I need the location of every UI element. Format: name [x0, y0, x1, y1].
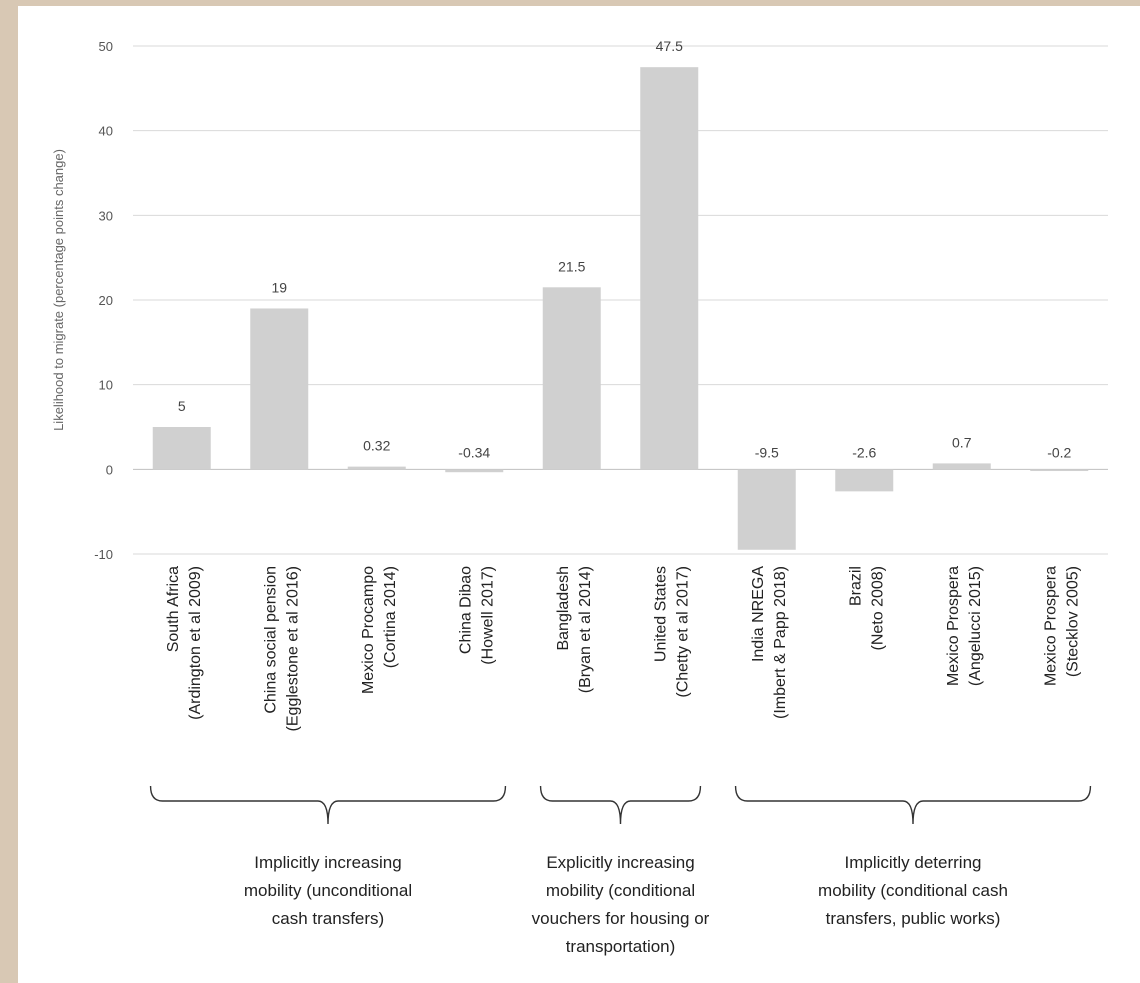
bar-0 [152, 427, 211, 470]
data-label-4: 21.5 [558, 258, 585, 274]
category-label-line2: (Chetty et al 2017) [674, 566, 691, 698]
data-label-3: -0.34 [458, 444, 490, 460]
category-label-5: United States (Chetty et al 2017) [652, 566, 691, 698]
category-label-line1: Mexico Procampo [360, 566, 377, 694]
group-label-2: Implicitly deterring mobility (conditiona… [818, 853, 1008, 928]
category-label-line2: (Stecklov 2005) [1064, 566, 1081, 677]
data-label-9: -0.2 [1047, 444, 1071, 460]
bar-5 [640, 67, 699, 470]
category-label-1: China social pension (Egglestone et al 20… [262, 566, 301, 731]
category-label-3: China Dibao (Howell 2017) [457, 566, 496, 665]
category-label-line1: Mexico Prospera [1042, 566, 1059, 686]
group-label-0: Implicitly increasing mobility (unconditi… [244, 853, 412, 928]
bar-6 [737, 469, 796, 550]
chart-frame: -10 0 10 20 30 40 50 Likelihood to migrate (per… [18, 6, 1140, 983]
group-label-line: Implicitly increasing [254, 853, 401, 872]
data-label-1: 19 [271, 279, 287, 295]
group-brace-2 [734, 785, 1092, 825]
y-axis-label: Likelihood to migrate (percentage points… [51, 149, 66, 431]
data-label-2: 0.32 [363, 438, 390, 454]
data-label-5: 47.5 [656, 38, 683, 54]
category-label-line2: (Bryan et al 2014) [577, 566, 594, 693]
category-label-0: South Africa (Ardington et al 2009) [165, 566, 204, 720]
category-label-7: Brazil (Neto 2008) [847, 566, 886, 651]
y-tick-label: 30 [99, 208, 113, 223]
category-label-line2: (Angelucci 2015) [967, 566, 984, 686]
category-label-line1: China social pension [262, 566, 279, 714]
category-label-line2: (Howell 2017) [479, 566, 496, 665]
category-label-line1: Brazil [847, 566, 864, 606]
category-label-line1: India NREGA [750, 566, 767, 662]
bar-chart: -10 0 10 20 30 40 50 Likelihood to migrate (per… [51, 38, 1108, 956]
data-label-8: 0.7 [952, 434, 972, 450]
category-label-line1: Bangladesh [555, 566, 572, 651]
group-label-1: Explicitly increasing mobility (condition… [532, 853, 710, 956]
bar-8 [932, 463, 991, 470]
category-label-line2: (Neto 2008) [869, 566, 886, 651]
category-label-line1: Mexico Prospera [945, 566, 962, 686]
data-label-7: -2.6 [852, 444, 876, 460]
group-label-line: Implicitly deterring [845, 853, 982, 872]
group-label-line: mobility (conditional [546, 881, 695, 900]
y-tick-label: 40 [99, 124, 113, 139]
category-label-9: Mexico Prospera (Stecklov 2005) [1042, 566, 1081, 686]
data-label-0: 5 [178, 398, 186, 414]
category-label-line1: China Dibao [457, 566, 474, 654]
group-label-line: mobility (conditional cash [818, 881, 1008, 900]
bar-4 [542, 287, 601, 470]
group-label-line: cash transfers) [272, 909, 384, 928]
bar-3 [445, 469, 504, 473]
category-label-line2: (Egglestone et al 2016) [284, 566, 301, 731]
y-tick-label: -10 [94, 547, 113, 562]
group-brace-0 [149, 785, 507, 825]
bar-7 [835, 469, 894, 492]
category-label-line1: United States [652, 566, 669, 662]
group-label-line: transportation) [566, 937, 676, 956]
category-label-line2: (Ardington et al 2009) [187, 566, 204, 720]
y-tick-label: 20 [99, 293, 113, 308]
bar-2 [347, 466, 406, 470]
data-label-6: -9.5 [755, 444, 779, 460]
category-label-line2: (Cortina 2014) [382, 566, 399, 668]
y-tick-label: 10 [99, 378, 113, 393]
group-brace-1 [539, 785, 702, 825]
category-label-line1: South Africa [165, 566, 182, 652]
group-label-line: transfers, public works) [826, 909, 1001, 928]
group-label-line: mobility (unconditional [244, 881, 412, 900]
y-tick-label: 50 [99, 39, 113, 54]
group-label-line: Explicitly increasing [546, 853, 694, 872]
category-label-6: India NREGA (Imbert & Papp 2018) [750, 566, 789, 719]
y-tick-label: 0 [106, 462, 113, 477]
category-label-8: Mexico Prospera (Angelucci 2015) [945, 566, 984, 686]
category-label-line2: (Imbert & Papp 2018) [772, 566, 789, 719]
group-label-line: vouchers for housing or [532, 909, 710, 928]
bar-1 [250, 308, 309, 470]
category-label-2: Mexico Procampo (Cortina 2014) [360, 566, 399, 694]
bar-9 [1030, 469, 1089, 472]
category-label-4: Bangladesh (Bryan et al 2014) [555, 566, 594, 693]
